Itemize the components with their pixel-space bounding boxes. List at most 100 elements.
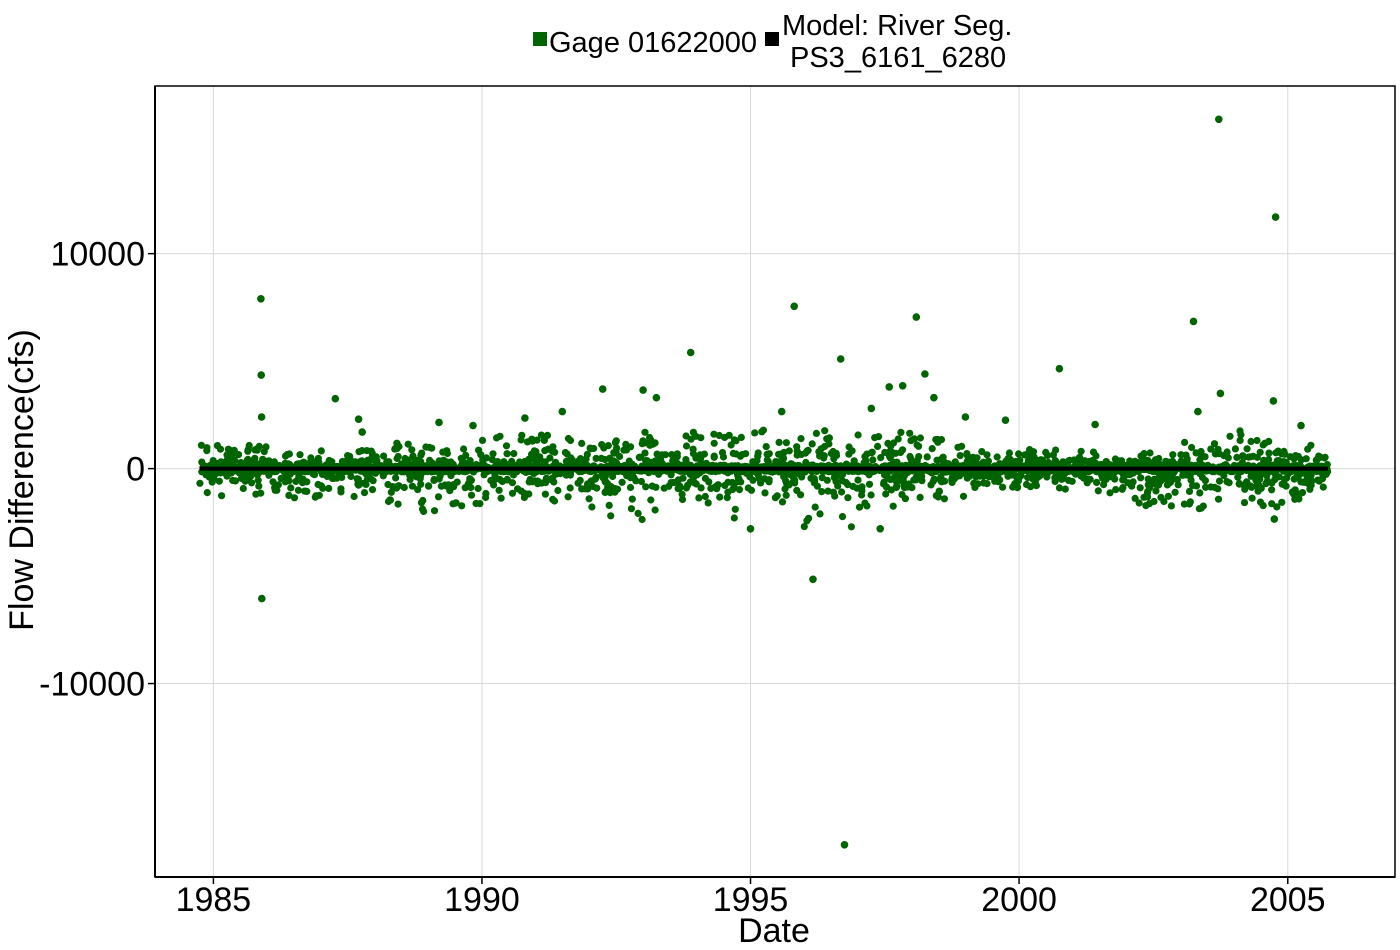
scatter-point bbox=[372, 453, 380, 461]
scatter-point bbox=[554, 486, 562, 495]
scatter-point bbox=[1261, 439, 1269, 447]
scatter-point bbox=[628, 495, 636, 503]
scatter-point bbox=[632, 477, 640, 485]
scatter-point bbox=[824, 487, 832, 495]
scatter-point bbox=[702, 459, 710, 467]
scatter-point bbox=[863, 450, 871, 458]
scatter-point bbox=[317, 482, 325, 490]
scatter-point bbox=[411, 460, 419, 468]
scatter-point bbox=[1220, 452, 1228, 460]
scatter-point bbox=[777, 407, 786, 416]
scatter-point bbox=[641, 428, 649, 436]
scatter-point bbox=[609, 472, 617, 481]
scatter-point bbox=[1137, 474, 1145, 482]
scatter-point bbox=[315, 458, 323, 466]
scatter-point bbox=[1282, 482, 1290, 490]
legend: Gage 01622000 Model: River Seg. PS3_6161… bbox=[533, 10, 1013, 74]
scatter-point bbox=[1241, 485, 1249, 493]
scatter-point bbox=[1271, 213, 1280, 221]
scatter-point bbox=[773, 492, 781, 500]
scatter-point bbox=[693, 471, 701, 479]
scatter-point bbox=[731, 505, 739, 513]
scatter-point bbox=[400, 483, 408, 492]
scatter-point bbox=[789, 478, 797, 486]
scatter-point bbox=[840, 841, 849, 849]
scatter-point bbox=[705, 478, 713, 486]
scatter-point bbox=[203, 444, 211, 452]
scatter-point bbox=[380, 452, 388, 460]
scatter-point bbox=[830, 474, 839, 482]
scatter-point bbox=[1166, 478, 1175, 486]
scatter-point bbox=[360, 489, 369, 497]
y-axis-ticks: -10000 0 10000 bbox=[39, 236, 155, 704]
y-axis-title: Flow Difference(cfs) bbox=[3, 329, 41, 631]
scatter-point bbox=[915, 453, 923, 461]
scatter-point bbox=[759, 426, 768, 434]
scatter-point bbox=[1126, 457, 1134, 465]
scatter-point bbox=[534, 455, 542, 463]
scatter-point bbox=[1185, 487, 1194, 495]
scatter-point bbox=[255, 482, 263, 490]
scatter-point bbox=[788, 472, 796, 480]
scatter-point bbox=[951, 458, 959, 466]
scatter-point bbox=[751, 429, 759, 437]
scatter-point bbox=[578, 439, 586, 447]
scatter-point bbox=[458, 502, 466, 510]
scatter-point bbox=[634, 509, 642, 517]
scatter-point bbox=[716, 493, 724, 501]
scatter-point bbox=[818, 488, 826, 496]
scatter-point bbox=[317, 447, 325, 455]
scatter-point bbox=[1142, 502, 1150, 510]
scatter-point bbox=[829, 488, 838, 496]
scatter-point bbox=[910, 476, 918, 484]
scatter-point bbox=[592, 454, 600, 462]
scatter-point bbox=[1245, 453, 1253, 461]
scatter-point bbox=[701, 492, 709, 501]
scatter-point bbox=[508, 489, 517, 497]
scatter-point bbox=[647, 436, 655, 444]
scatter-point bbox=[215, 477, 223, 485]
scatter-point bbox=[691, 479, 699, 487]
scatter-point bbox=[417, 480, 425, 488]
x-tick-label: 1985 bbox=[176, 881, 252, 919]
legend-model-swatch bbox=[765, 32, 779, 46]
scatter-point bbox=[933, 456, 941, 464]
scatter-point bbox=[541, 490, 550, 498]
scatter-point bbox=[1280, 447, 1288, 455]
scatter-point bbox=[1302, 455, 1310, 463]
scatter-point bbox=[1207, 445, 1215, 453]
scatter-point bbox=[707, 484, 715, 492]
scatter-point bbox=[1031, 479, 1039, 487]
scatter-point bbox=[1119, 484, 1127, 492]
scatter-point bbox=[923, 453, 931, 461]
scatter-point bbox=[901, 495, 910, 503]
scatter-point bbox=[1160, 497, 1168, 506]
scatter-point bbox=[1197, 453, 1205, 461]
scatter-point bbox=[1174, 481, 1182, 489]
scatter-point bbox=[601, 455, 609, 464]
scatter-point bbox=[1196, 489, 1204, 497]
scatter-point bbox=[682, 442, 691, 450]
scatter-point bbox=[1271, 476, 1279, 484]
scatter-point bbox=[218, 492, 226, 500]
scatter-point bbox=[247, 472, 255, 480]
scatter-point bbox=[360, 479, 368, 487]
scatter-point bbox=[564, 493, 572, 501]
scatter-point bbox=[885, 383, 893, 391]
scatter-point bbox=[460, 445, 468, 453]
scatter-point bbox=[1074, 455, 1082, 463]
scatter-point bbox=[464, 480, 472, 488]
scatter-point bbox=[782, 491, 790, 499]
scatter-point bbox=[198, 458, 206, 466]
scatter-point bbox=[757, 479, 765, 487]
scatter-point bbox=[1171, 488, 1179, 496]
scatter-point bbox=[908, 484, 916, 492]
scatter-point bbox=[1164, 492, 1172, 500]
scatter-point bbox=[503, 450, 511, 458]
scatter-point bbox=[825, 440, 833, 448]
scatter-point bbox=[1202, 483, 1210, 491]
scatter-point bbox=[1136, 484, 1144, 492]
scatter-point bbox=[916, 493, 924, 501]
scatter-point bbox=[1189, 317, 1198, 326]
scatter-point bbox=[285, 491, 293, 499]
